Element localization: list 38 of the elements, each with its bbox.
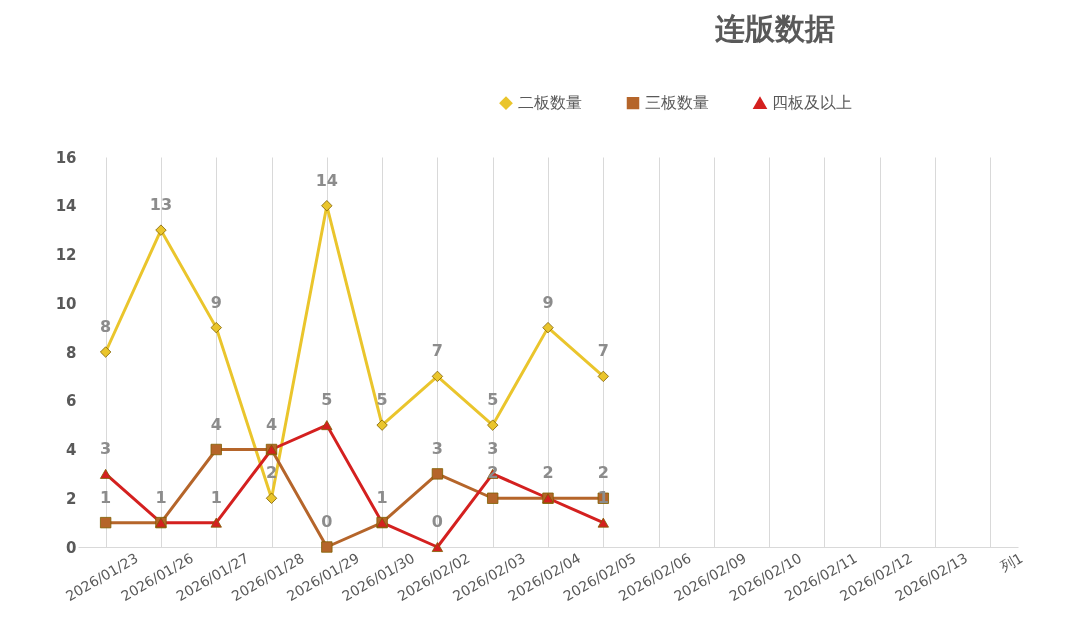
data-label: 5 — [321, 390, 333, 410]
y-tick-label: 14 — [55, 197, 77, 216]
chart-title: 连版数据 — [715, 11, 835, 46]
data-label: 8 — [100, 317, 112, 336]
y-tick-label: 8 — [66, 343, 77, 362]
data-label: 0 — [431, 512, 443, 531]
y-tick-label: 12 — [55, 246, 77, 264]
data-label: 5 — [487, 390, 499, 410]
data-label: 2 — [597, 463, 609, 483]
y-tick-label: 4 — [66, 441, 77, 459]
y-tick-label: 16 — [55, 148, 77, 167]
y-tick-label: 2 — [66, 489, 77, 508]
data-label: 9 — [542, 292, 554, 312]
data-label: 5 — [376, 390, 388, 410]
data-label: 3 — [100, 438, 112, 458]
data-label: 1 — [376, 487, 388, 507]
data-label: 2 — [542, 463, 554, 483]
legend-label: 二板数量 — [518, 93, 582, 113]
legend-label: 三板数量 — [645, 93, 709, 113]
data-label: 1 — [155, 487, 167, 507]
data-label: 1 — [100, 487, 112, 507]
legend-label: 四板及以上 — [772, 93, 852, 113]
data-label: 9 — [210, 292, 222, 312]
data-label: 0 — [321, 512, 333, 531]
data-label: 7 — [597, 341, 609, 361]
data-label: 4 — [210, 414, 222, 434]
data-label: 13 — [149, 195, 173, 215]
y-tick-label: 0 — [66, 538, 77, 557]
data-label: 3 — [431, 438, 443, 458]
x-tick-label: 列1 — [997, 549, 1026, 576]
data-label: 14 — [315, 170, 338, 190]
data-label: 1 — [210, 487, 222, 507]
data-label: 4 — [265, 414, 278, 434]
y-tick-label: 6 — [66, 392, 77, 411]
data-label: 1 — [597, 487, 609, 507]
y-tick-label: 10 — [55, 294, 77, 313]
data-label: 3 — [487, 438, 499, 458]
data-label: 7 — [431, 341, 443, 361]
